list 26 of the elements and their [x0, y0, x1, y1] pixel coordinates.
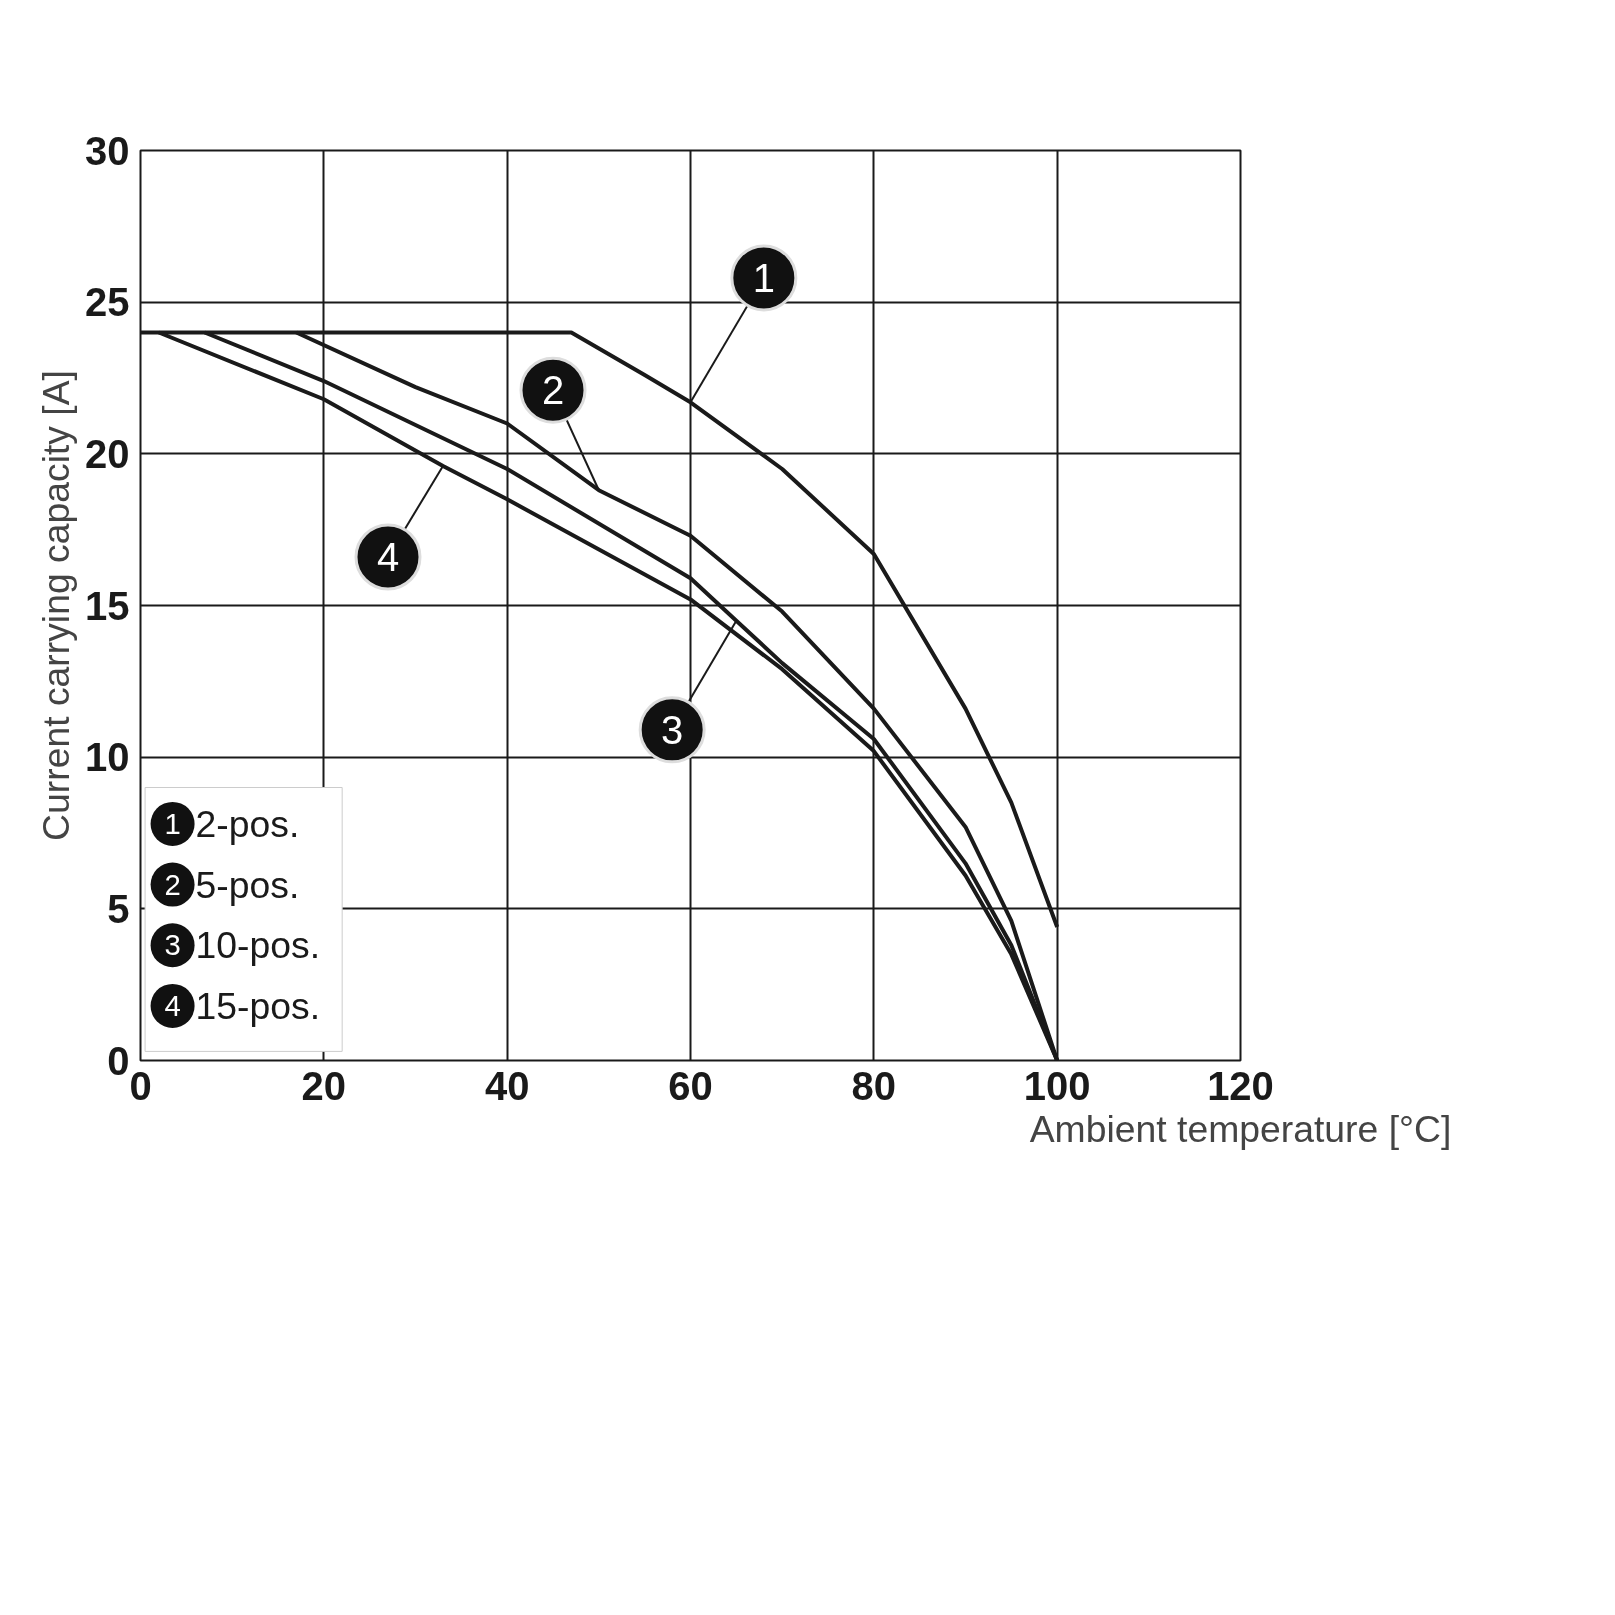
y-tick-label: 15 [85, 583, 130, 628]
x-axis-title: Ambient temperature [°C] [1029, 1107, 1452, 1150]
text: 3 [164, 928, 181, 962]
y-tick-label: 10 [85, 735, 130, 780]
legend-label: 5-pos. [195, 863, 300, 906]
x-tick-label: 100 [1023, 1063, 1091, 1108]
legend-label: 15-pos. [195, 984, 321, 1027]
annotation: 2 [541, 368, 565, 413]
x-tick-label: 20 [301, 1063, 347, 1108]
x-tick-label: 80 [851, 1063, 897, 1108]
text: 2 [164, 867, 181, 901]
y-axis-title: Current carrying capacity [A] [35, 370, 78, 841]
annotation: 4 [376, 534, 400, 579]
y-tick-label: 25 [85, 280, 130, 325]
x-tick-label: 60 [668, 1063, 713, 1108]
y-tick-label: 30 [85, 128, 130, 173]
text: 1 [164, 806, 181, 840]
annotation: 3 [661, 707, 684, 752]
x-tick-label: 40 [484, 1063, 530, 1108]
annotation: 1 [752, 255, 775, 300]
text: 4 [164, 988, 181, 1022]
y-tick-label: 20 [85, 431, 130, 476]
legend-label: 10-pos. [195, 924, 321, 967]
x-tick-label: 120 [1207, 1063, 1274, 1108]
y-tick-label: 5 [107, 886, 130, 931]
legend-label: 2-pos. [195, 802, 300, 845]
